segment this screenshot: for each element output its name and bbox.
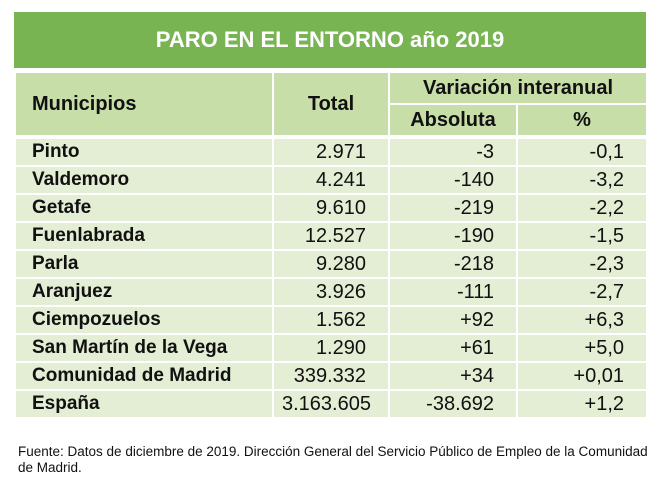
value-cell: -3,2 [515, 165, 649, 195]
header-absoluta: Absoluta [388, 103, 518, 138]
municipio-cell: San Martín de la Vega [14, 333, 274, 363]
value-cell: +1,2 [515, 389, 649, 419]
value-cell: +5,0 [515, 333, 649, 363]
value-cell: 2.971 [272, 135, 390, 167]
value-cell: +92 [388, 305, 518, 335]
header-variacion: Variación interanual [387, 71, 649, 105]
value-cell: 9.610 [272, 193, 390, 223]
value-cell: -219 [388, 193, 518, 223]
municipio-cell: Ciempozuelos [14, 305, 274, 335]
value-cell: -140 [388, 165, 518, 195]
municipio-cell: Getafe [14, 193, 274, 223]
value-cell: 4.241 [272, 165, 390, 195]
value-cell: 1.290 [272, 333, 390, 363]
value-cell: -1,5 [515, 221, 649, 251]
value-cell: -2,3 [515, 249, 649, 279]
data-table: Municipios Total Variación interanual Ab… [14, 71, 649, 419]
municipio-cell: Valdemoro [14, 165, 274, 195]
table-title: PARO EN EL ENTORNO año 2019 [14, 12, 646, 68]
table-row: San Martín de la Vega 1.290 +61 +5,0 [14, 333, 649, 363]
value-cell: +6,3 [515, 305, 649, 335]
municipio-cell: España [14, 389, 274, 419]
table-row: Ciempozuelos 1.562 +92 +6,3 [14, 305, 649, 335]
value-cell: 3.163.605 [272, 389, 390, 419]
value-cell: +61 [388, 333, 518, 363]
value-cell: 339.332 [272, 361, 390, 391]
municipio-cell: Parla [14, 249, 274, 279]
table-row: Fuenlabrada 12.527 -190 -1,5 [14, 221, 649, 251]
table-row: Valdemoro 4.241 -140 -3,2 [14, 165, 649, 195]
municipio-cell: Comunidad de Madrid [14, 361, 274, 391]
value-cell: -3 [388, 135, 518, 167]
footnote: Fuente: Datos de diciembre de 2019. Dire… [18, 444, 648, 475]
value-cell: 9.280 [272, 249, 390, 279]
value-cell: 1.562 [272, 305, 390, 335]
value-cell: +34 [388, 361, 518, 391]
value-cell: -2,2 [515, 193, 649, 223]
municipio-cell: Pinto [14, 135, 274, 167]
header-total: Total [272, 71, 390, 138]
table-row: Aranjuez 3.926 -111 -2,7 [14, 277, 649, 307]
header-percent: % [515, 103, 649, 138]
table-body: Pinto 2.971 -3 -0,1 Valdemoro 4.241 -140 -3,2 Ge… [14, 135, 649, 419]
value-cell: -190 [388, 221, 518, 251]
value-cell: -111 [388, 277, 518, 307]
municipio-cell: Fuenlabrada [14, 221, 274, 251]
value-cell: 3.926 [272, 277, 390, 307]
value-cell: -0,1 [515, 135, 649, 167]
value-cell: -218 [388, 249, 518, 279]
value-cell: -38.692 [388, 389, 518, 419]
table-row: España 3.163.605 -38.692 +1,2 [14, 389, 649, 419]
table-row: Comunidad de Madrid 339.332 +34 +0,01 [14, 361, 649, 391]
value-cell: +0,01 [515, 361, 649, 391]
municipio-cell: Aranjuez [14, 277, 274, 307]
table-row: Getafe 9.610 -219 -2,2 [14, 193, 649, 223]
table-row: Pinto 2.971 -3 -0,1 [14, 135, 649, 167]
value-cell: -2,7 [515, 277, 649, 307]
value-cell: 12.527 [272, 221, 390, 251]
header-municipios: Municipios [14, 71, 274, 138]
table-row: Parla 9.280 -218 -2,3 [14, 249, 649, 279]
table-card: PARO EN EL ENTORNO año 2019 Municipios T… [14, 12, 649, 419]
